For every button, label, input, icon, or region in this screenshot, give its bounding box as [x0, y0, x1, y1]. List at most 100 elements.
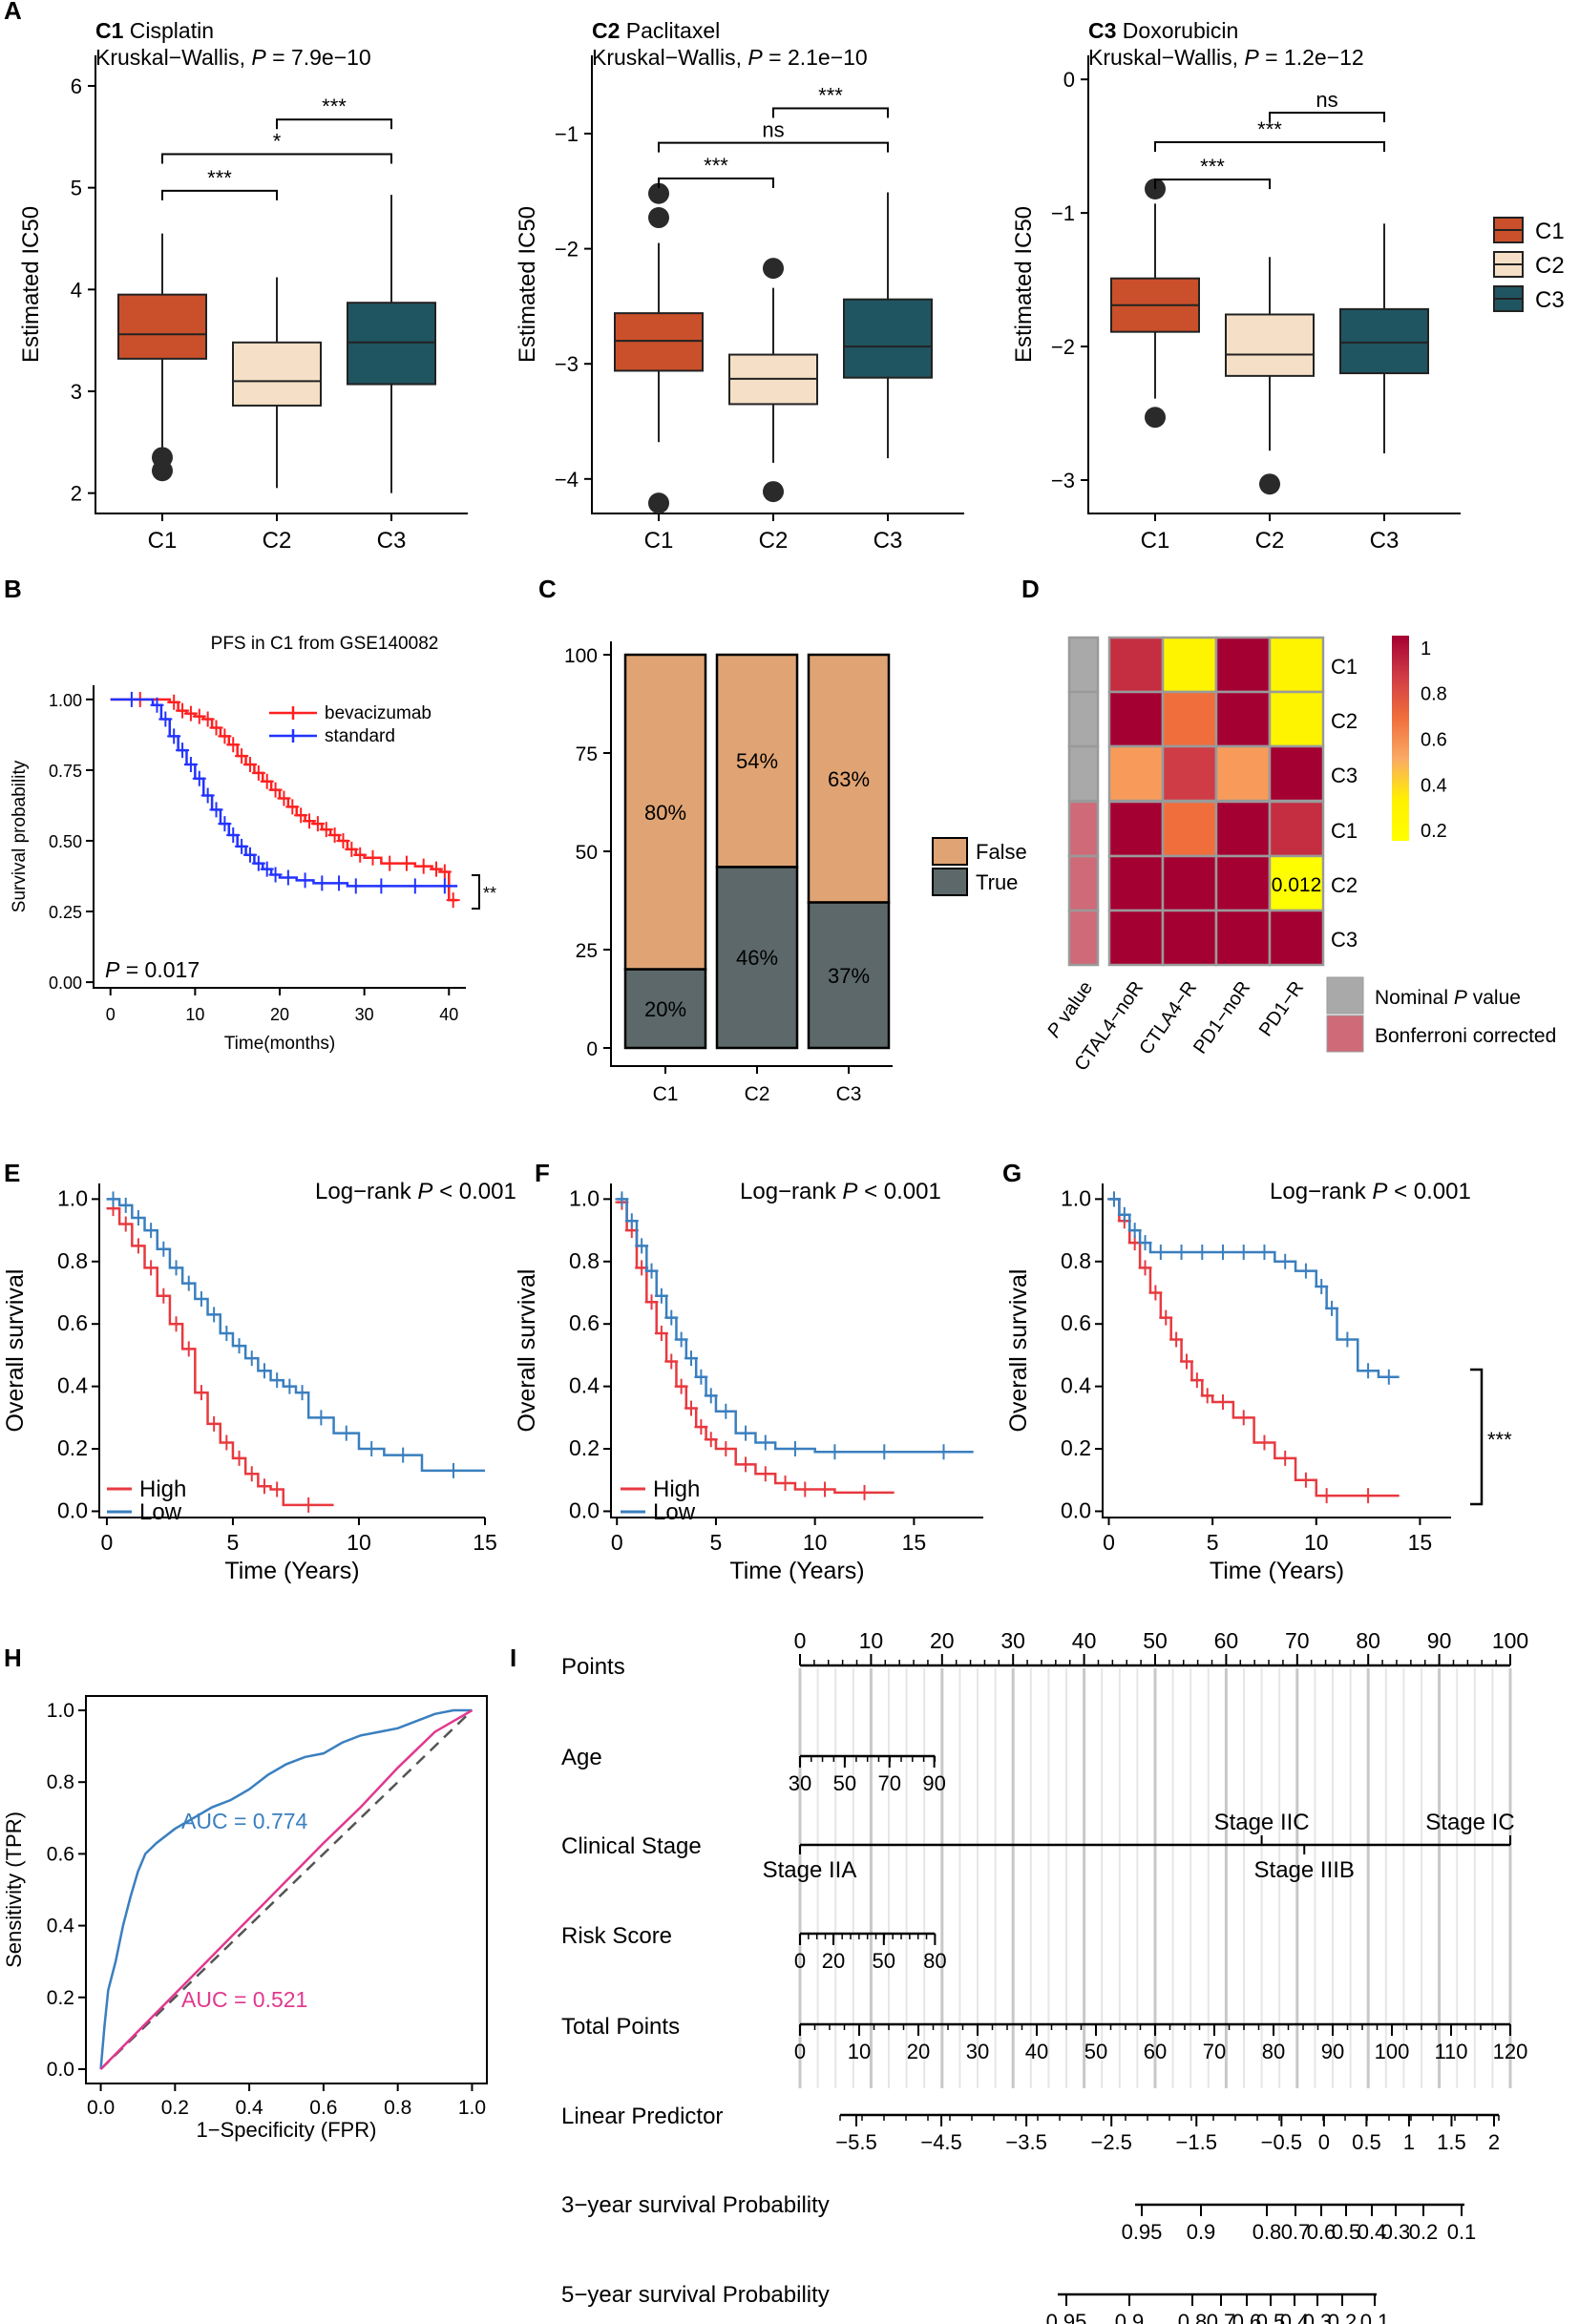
- nomo-row-label-2: Clinical Stage: [561, 1833, 702, 1859]
- box-bracket-2-1: [1154, 140, 1385, 152]
- km-f-ytick-label-1: 0.2: [569, 1435, 600, 1460]
- heat-legend-nominal-label: Nominal P value: [1375, 987, 1521, 1009]
- roc-xtick-label-0: 0.0: [87, 2097, 115, 2119]
- nomo-tick-label-5-8: 1: [1403, 2130, 1415, 2154]
- km-e-axes: [98, 1183, 485, 1518]
- box-outlier-2-0-1: [1145, 407, 1166, 429]
- pfs-sig-bracket: [472, 874, 480, 910]
- km-g-ytick-label-2: 0.4: [1061, 1373, 1091, 1398]
- heat-cell-1-1: [1161, 690, 1218, 748]
- pfs-censor-0-23: [345, 841, 359, 857]
- pfs-censor-0-21: [327, 827, 342, 844]
- pfs-xtick-label-3: 30: [355, 1005, 374, 1024]
- pfs-censor-0-31: [446, 892, 460, 909]
- box-iqr-0-2: [347, 302, 436, 386]
- km-f-ytick-label-3: 0.6: [569, 1310, 600, 1335]
- panel-label-f: F: [535, 1159, 550, 1187]
- km-f-censor-1-12: [739, 1425, 753, 1441]
- km-g-censor-1-4: [1138, 1235, 1152, 1251]
- nomo-tick-label-7-7: 0.3: [1303, 2310, 1333, 2324]
- km-f-xtick-label-0: 0: [611, 1530, 623, 1555]
- nomo-tick-label-4-3: 30: [966, 2040, 989, 2063]
- box-ytick-label-0-0: 2: [71, 482, 82, 506]
- km-f-legend-label-1: Low: [653, 1499, 696, 1525]
- box-ytick-label-1-0: −4: [555, 468, 579, 492]
- pfs-censor-0-13: [260, 773, 274, 789]
- km-e-censor-1-16: [295, 1385, 309, 1401]
- pfs-censor-1-13: [242, 847, 257, 863]
- nomo-tick-label-0-7: 70: [1285, 1628, 1310, 1653]
- nomo-tick-label-2-0: Stage IIA: [763, 1857, 857, 1883]
- box-bracket-1-0: [658, 178, 774, 189]
- pfs-censor-1-12: [235, 838, 249, 854]
- box-ytick-label-1-1: −3: [555, 352, 579, 376]
- km-e-ytick-label-0: 0.0: [57, 1497, 88, 1522]
- km-e-censor-1-12: [244, 1350, 259, 1367]
- nomo-tick-label-6-4: 0.6: [1307, 2220, 1337, 2244]
- box-axes-1: [591, 55, 964, 514]
- box-ytick-label-0-4: 6: [71, 74, 82, 98]
- pfs-legend-line-1: [269, 729, 317, 743]
- km-e-censor-0-14: [270, 1481, 284, 1497]
- km-f-censor-0-10: [704, 1432, 718, 1448]
- nomo-tick-label-7-0: 0.95: [1046, 2310, 1087, 2324]
- pfs-censor-1-5: [176, 743, 190, 759]
- box-ytick-label-0-3: 5: [71, 177, 82, 200]
- km-e-legend-label-1: Low: [139, 1499, 182, 1525]
- nomo-tick-label-7-8: 0.2: [1328, 2310, 1358, 2324]
- km-g-xlabel: Time (Years): [1210, 1558, 1344, 1584]
- bar-ytick-label-1: 25: [576, 940, 598, 962]
- pfs-xtick-label-1: 10: [185, 1005, 204, 1024]
- roc-ytick-label-4: 0.8: [47, 1771, 74, 1793]
- nomo-tick-label-7-4: 0.6: [1232, 2310, 1262, 2324]
- nomo-tick-label-1-1: 50: [833, 1771, 856, 1795]
- heat-colorbar-label-4: 0.2: [1421, 821, 1447, 842]
- box-bracket-label-1-0: ***: [704, 154, 728, 178]
- pfs-pvalue: P = 0.017: [105, 957, 200, 982]
- nomo-tick-label-0-4: 40: [1072, 1628, 1097, 1653]
- km-g-censor-0-5: [1148, 1285, 1163, 1301]
- bar-legend-swatch-0: [932, 837, 968, 866]
- km-e-censor-1-21: [446, 1462, 460, 1478]
- heat-cell-annotation: 0.012: [1272, 874, 1322, 896]
- bar-xtick-label-0: C1: [653, 1083, 679, 1105]
- km-e-xtick-label-3: 15: [473, 1530, 497, 1555]
- panel-label-i: I: [510, 1644, 516, 1672]
- km-e-censor-0-7: [181, 1341, 196, 1357]
- km-f-xtick-label-2: 10: [803, 1530, 828, 1555]
- heat-row-label-0: C1: [1331, 655, 1358, 679]
- heat-colorbar-label-3: 0.4: [1421, 775, 1447, 796]
- box-outlier-1-1-0: [763, 258, 784, 280]
- nomo-tick-label-4-6: 60: [1144, 2040, 1167, 2063]
- box-bracket-0-1: [161, 153, 392, 164]
- pfs-censor-1-23: [408, 878, 422, 894]
- nomo-tick-label-5-1: −4.5: [920, 2130, 961, 2154]
- panel-e-km: 0 5 10 15 0.0 0.2 0.4 0.6 0.8 1.0 Time (Years) Over…: [2, 1179, 516, 1584]
- box-axes-2: [1087, 55, 1461, 514]
- pfs-censor-0-6: [200, 711, 215, 727]
- km-f-censor-0-7: [674, 1378, 688, 1394]
- box-ylabel-2: Estimated IC50: [1011, 206, 1037, 363]
- roc-auc-label-0: AUC = 0.774: [181, 1809, 308, 1833]
- box-outlier-0-0-1: [152, 460, 173, 482]
- km-f-ylabel: Overall survival: [514, 1269, 540, 1433]
- km-f-censor-0-17: [857, 1484, 872, 1500]
- nomo-tick-label-5-0: −5.5: [835, 2130, 876, 2154]
- panel-label-e: E: [4, 1159, 20, 1187]
- bar-legend-swatch-1: [932, 868, 968, 896]
- nomo-tick-label-2-1: Stage IIC: [1214, 1810, 1310, 1835]
- km-e-censor-1-6: [169, 1260, 183, 1276]
- box-iqr-2-2: [1339, 307, 1429, 375]
- km-e-xtick-label-1: 5: [227, 1530, 240, 1555]
- pfs-censor-0-19: [310, 816, 325, 832]
- panel-f-km: 0 5 10 15 0.0 0.2 0.4 0.6 0.8 1.0 Time (Years) Over…: [514, 1179, 983, 1584]
- heat-cell-0-1: [1161, 636, 1218, 694]
- heat-cell-3-0: [1107, 800, 1165, 858]
- km-g-censor-1-6: [1174, 1244, 1189, 1260]
- km-g-censor-0-7: [1169, 1331, 1184, 1348]
- km-f-censor-1-3: [635, 1238, 649, 1254]
- box-bracket-label-2-2: ns: [1316, 88, 1337, 112]
- box-iqr-1-0: [614, 312, 704, 372]
- nomo-tick-label-5-5: −0.5: [1261, 2130, 1302, 2154]
